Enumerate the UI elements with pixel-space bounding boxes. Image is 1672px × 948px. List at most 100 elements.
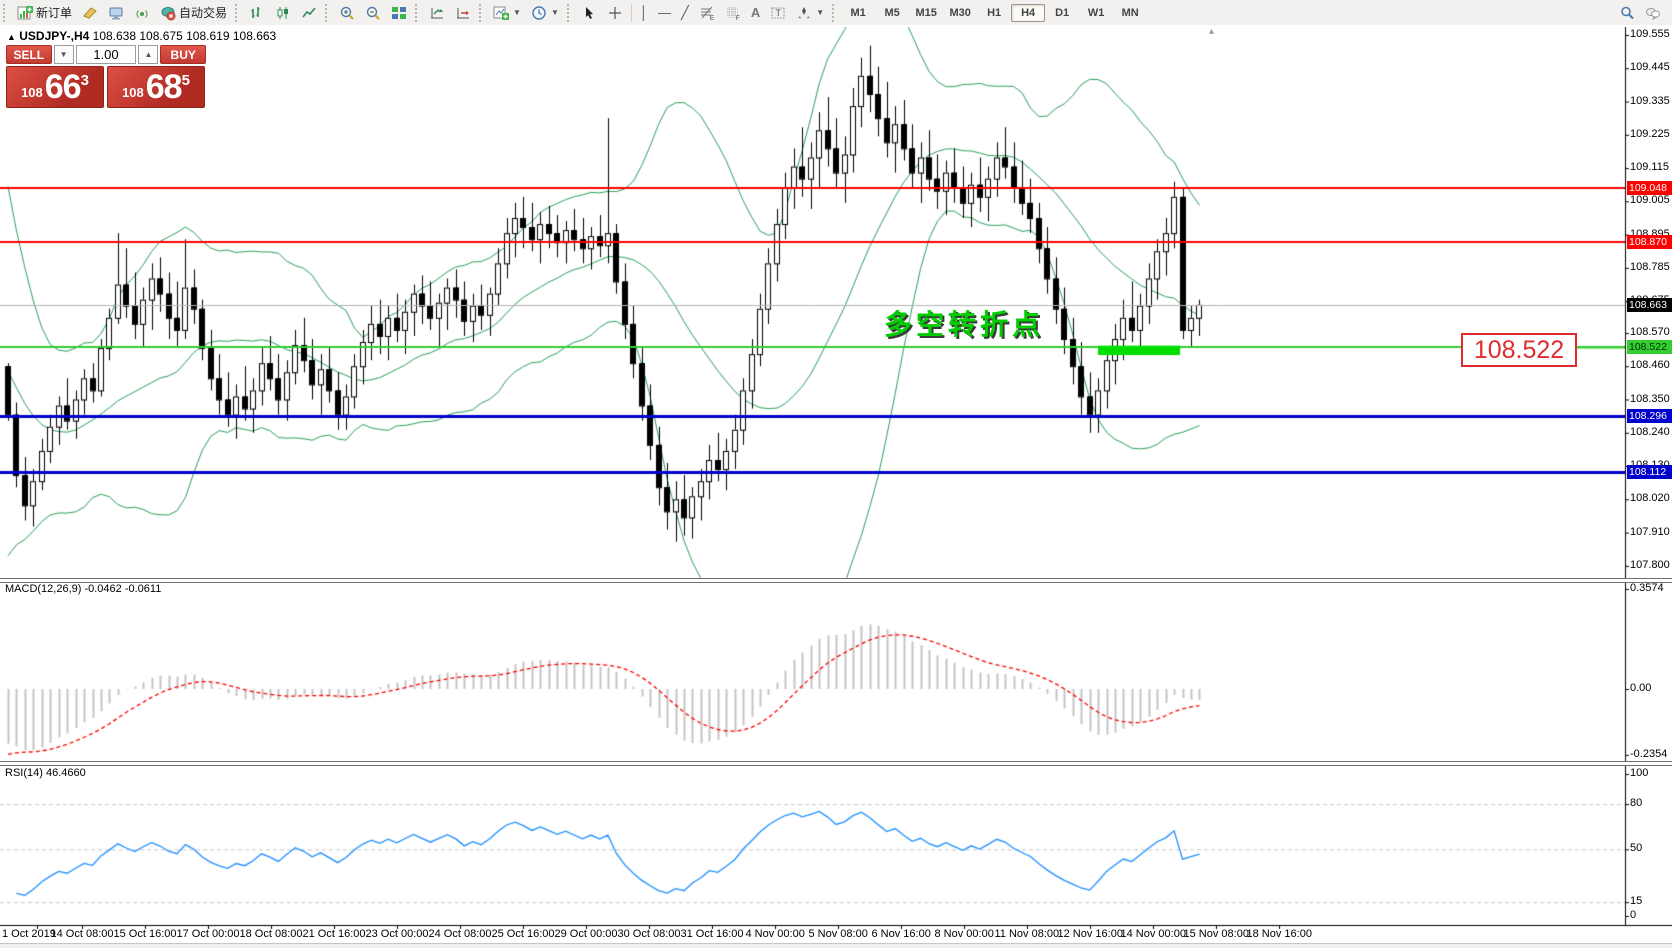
price-axis-tick: 108.460 bbox=[1630, 359, 1670, 372]
price-callout-box[interactable]: 108.522 bbox=[1461, 333, 1577, 367]
date-axis-label: 8 Nov 00:00 bbox=[934, 928, 994, 940]
toolbar-drag-handle[interactable] bbox=[479, 3, 485, 22]
toolbar-drag-handle[interactable] bbox=[3, 3, 9, 22]
sell-price-button[interactable]: 108 66 3 bbox=[6, 66, 104, 108]
panel-separator[interactable] bbox=[0, 761, 1672, 766]
date-axis-label: 15 Nov 08:00 bbox=[1183, 928, 1249, 940]
price-axis-tick: 108.350 bbox=[1630, 392, 1670, 405]
chart-shift-marker[interactable]: ▴ bbox=[1209, 26, 1215, 37]
collapse-trade-panel-arrow[interactable]: ▲ bbox=[7, 32, 16, 42]
price-axis-tick: 109.445 bbox=[1630, 61, 1670, 74]
toolbar-drag-handle[interactable] bbox=[235, 3, 241, 22]
price-axis-tick: 109.555 bbox=[1630, 28, 1670, 40]
trendline-tool-button[interactable]: ╱ bbox=[676, 3, 694, 22]
candlestick-type-button[interactable] bbox=[270, 2, 296, 24]
bar-chart-icon bbox=[249, 5, 265, 21]
chat-button[interactable] bbox=[1640, 2, 1666, 24]
timeframe-button-M15[interactable]: M15 bbox=[915, 6, 937, 19]
timeframe-button-D1[interactable]: D1 bbox=[1055, 6, 1070, 19]
ohlc-close: 108.663 bbox=[232, 29, 277, 43]
vertical-line-icon: │ bbox=[639, 5, 648, 20]
timeframe-button-W1[interactable]: W1 bbox=[1087, 6, 1105, 19]
chart-shift-button[interactable] bbox=[450, 2, 476, 24]
search-icon bbox=[1619, 5, 1635, 21]
horizontal-line-tool-button[interactable]: — bbox=[653, 3, 676, 22]
auto-trading-button[interactable]: 自动交易 bbox=[155, 1, 232, 24]
sell-button[interactable]: SELL bbox=[6, 45, 52, 64]
fibonacci-tool-button[interactable]: E bbox=[694, 2, 720, 24]
auto-scroll-button[interactable] bbox=[424, 2, 450, 24]
ohlc-high: 108.675 bbox=[139, 29, 183, 43]
timeframe-button-MN[interactable]: MN bbox=[1121, 6, 1139, 19]
date-axis-label: 25 Oct 16:00 bbox=[491, 928, 555, 940]
macd-axis-tick: -0.2354 bbox=[1630, 747, 1668, 760]
timeframe-button-M1[interactable]: M1 bbox=[850, 6, 866, 19]
toolbar-drag-handle[interactable] bbox=[325, 3, 331, 22]
indicators-button[interactable]: ▼ bbox=[488, 2, 526, 24]
shapes-tool-button[interactable]: ▼ bbox=[791, 2, 829, 24]
sell-price-big-figure: 108 bbox=[21, 84, 43, 100]
text-tool-button[interactable]: A bbox=[746, 3, 765, 22]
volume-increase-button[interactable]: ▲ bbox=[138, 45, 159, 64]
crosshair-tool-button[interactable] bbox=[602, 2, 628, 24]
search-button[interactable] bbox=[1614, 2, 1640, 24]
timeframe-button-M30[interactable]: M30 bbox=[949, 6, 971, 19]
date-axis-label: 15 Oct 16:00 bbox=[113, 928, 177, 940]
chart-surface[interactable] bbox=[0, 25, 1672, 948]
chat-icon bbox=[1645, 5, 1661, 21]
periods-button[interactable]: ▼ bbox=[526, 2, 564, 24]
price-axis-tick: 108.570 bbox=[1630, 325, 1670, 338]
zoom-out-button[interactable] bbox=[360, 2, 386, 24]
date-axis-label: 31 Oct 16:00 bbox=[680, 928, 744, 940]
sell-price-main: 66 bbox=[44, 67, 82, 106]
market-watch-button[interactable] bbox=[103, 2, 129, 24]
window-bottom-edge bbox=[0, 943, 1672, 948]
buy-button[interactable]: BUY bbox=[160, 45, 207, 64]
svg-text:T: T bbox=[776, 8, 782, 18]
label-tool-button[interactable]: T bbox=[765, 2, 791, 24]
panel-separator[interactable] bbox=[0, 578, 1672, 583]
new-order-button[interactable]: 新订单 bbox=[12, 1, 77, 24]
bar-chart-type-button[interactable] bbox=[244, 2, 270, 24]
trendline-icon: ╱ bbox=[681, 5, 689, 20]
date-axis-label: 17 Oct 00:00 bbox=[176, 928, 240, 940]
auto-trading-icon bbox=[160, 5, 176, 21]
cursor-tool-button[interactable] bbox=[576, 2, 602, 24]
shapes-caret: ▼ bbox=[816, 8, 825, 17]
label-icon: T bbox=[770, 5, 786, 21]
price-axis-tick: 108.240 bbox=[1630, 425, 1670, 438]
tile-windows-button[interactable] bbox=[386, 2, 412, 24]
vertical-line-tool-button[interactable]: │ bbox=[635, 3, 653, 22]
add-indicator-icon bbox=[493, 5, 510, 21]
toolbar-drag-handle[interactable] bbox=[832, 3, 838, 22]
svg-text:F: F bbox=[736, 16, 740, 21]
line-chart-icon bbox=[301, 5, 317, 21]
shapes-icon bbox=[796, 5, 812, 21]
date-axis-label: 11 Nov 08:00 bbox=[994, 928, 1060, 940]
buy-price-pips: 5 bbox=[181, 71, 190, 89]
zoom-in-button[interactable] bbox=[334, 2, 360, 24]
date-axis-label: 1 Oct 2019 bbox=[2, 928, 56, 940]
timeframe-button-M5[interactable]: M5 bbox=[884, 6, 900, 19]
toolbar-drag-handle[interactable] bbox=[566, 3, 573, 22]
buy-price-button[interactable]: 108 68 5 bbox=[107, 66, 205, 108]
price-axis-tick: 109.335 bbox=[1630, 94, 1670, 107]
line-chart-type-button[interactable] bbox=[296, 2, 322, 24]
one-click-trading-panel: SELL ▼ 1.00 ▲ BUY 108 66 3 108 68 5 bbox=[6, 45, 207, 108]
chart-annotation-text[interactable]: 多空转折点 bbox=[884, 309, 1045, 340]
date-axis-label: 14 Oct 08:00 bbox=[50, 928, 114, 940]
symbol-timeframe: USDJPY-,H4 bbox=[19, 29, 90, 43]
timeframe-button-H1[interactable]: H1 bbox=[987, 6, 1002, 19]
price-axis-tag-108.522: 108.522 bbox=[1627, 340, 1672, 355]
toolbar-drag-handle[interactable] bbox=[415, 3, 421, 22]
timeframe-button-H4[interactable]: H4 bbox=[1011, 3, 1046, 22]
ticket-button[interactable] bbox=[77, 2, 103, 24]
macd-axis-tick: 0.00 bbox=[1630, 682, 1652, 694]
signal-button[interactable] bbox=[129, 2, 155, 24]
price-axis-tick: 107.800 bbox=[1630, 558, 1670, 571]
grid-tool-button[interactable]: F bbox=[720, 2, 746, 24]
volume-input[interactable]: 1.00 bbox=[75, 45, 137, 64]
volume-decrease-button[interactable]: ▼ bbox=[53, 45, 74, 64]
rsi-axis-tick: 15 bbox=[1630, 895, 1643, 908]
buy-price-main: 68 bbox=[145, 67, 183, 106]
